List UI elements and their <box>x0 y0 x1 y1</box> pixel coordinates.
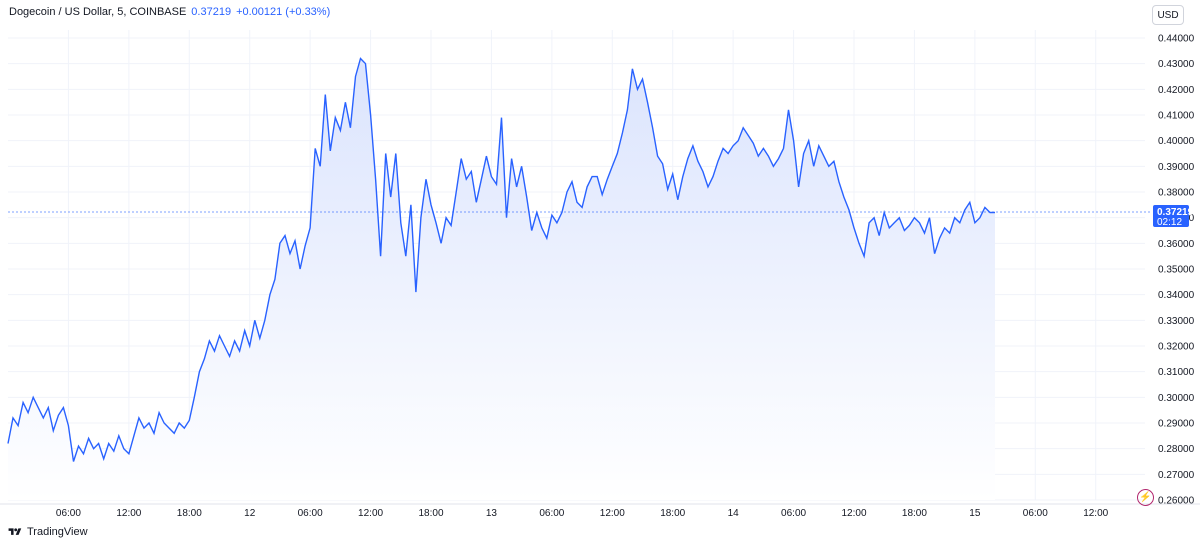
y-tick-label: 0.35000 <box>1158 265 1195 276</box>
y-tick-label: 0.32000 <box>1158 342 1195 353</box>
y-tick-label: 0.41000 <box>1158 111 1195 122</box>
y-tick-label: 0.39000 <box>1158 162 1195 173</box>
y-tick-label: 0.44000 <box>1158 34 1195 45</box>
last-price-label: 0.37219 <box>191 6 232 18</box>
footer: TradingView <box>8 526 88 538</box>
x-tick-label: 12:00 <box>600 508 625 519</box>
x-tick-label: 13 <box>486 508 498 519</box>
tradingview-logo-icon <box>8 528 22 535</box>
y-tick-label: 0.33000 <box>1158 316 1195 327</box>
y-tick-label: 0.28000 <box>1158 444 1195 455</box>
y-tick-label: 0.29000 <box>1158 419 1195 430</box>
x-tick-label: 14 <box>728 508 740 519</box>
symbol-label: Dogecoin / US Dollar, 5, COINBASE <box>9 6 187 18</box>
y-tick-label: 0.26000 <box>1158 496 1195 507</box>
y-tick-label: 0.27000 <box>1158 470 1195 481</box>
y-tick-label: 0.31000 <box>1158 367 1195 378</box>
brand-label: TradingView <box>27 526 88 538</box>
price-area <box>8 58 995 500</box>
x-tick-label: 12:00 <box>116 508 141 519</box>
y-tick-label: 0.43000 <box>1158 59 1195 70</box>
x-tick-label: 06:00 <box>539 508 564 519</box>
y-tick-label: 0.34000 <box>1158 290 1195 301</box>
price-tag: 0.37219 02:12 <box>1153 205 1194 228</box>
x-tick-label: 12:00 <box>1083 508 1108 519</box>
y-tick-label: 0.38000 <box>1158 188 1195 199</box>
x-tick-label: 18:00 <box>902 508 927 519</box>
x-tick-label: 06:00 <box>1023 508 1048 519</box>
y-tick-label: 0.30000 <box>1158 393 1195 404</box>
x-tick-label: 12:00 <box>358 508 383 519</box>
y-tick-label: 0.40000 <box>1158 136 1195 147</box>
y-tick-label: 0.42000 <box>1158 85 1195 96</box>
grid-lines <box>0 30 1200 505</box>
price-line <box>7 57 995 462</box>
y-axis: 0.44000 0.43000 0.42000 0.41000 0.40000 0.390… <box>1158 34 1195 507</box>
price-tag-box <box>1153 205 1189 228</box>
x-tick-label: 12:00 <box>841 508 866 519</box>
x-tick-label: 18:00 <box>660 508 685 519</box>
x-tick-label: 06:00 <box>298 508 323 519</box>
currency-button[interactable]: USD <box>1152 5 1184 25</box>
chart-legend: Dogecoin / US Dollar, 5, COINBASE 0.3721… <box>9 6 330 18</box>
x-tick-label: 06:00 <box>56 508 81 519</box>
x-tick-label: 18:00 <box>418 508 443 519</box>
x-tick-label: 12 <box>244 508 256 519</box>
x-axis: 06:00 12:00 18:00 12 06:00 12:00 18:00 13 06:00 1… <box>56 508 1109 519</box>
x-tick-label: 18:00 <box>177 508 202 519</box>
price-change-label: +0.00121 (+0.33%) <box>236 6 331 18</box>
y-tick-label: 0.37000 <box>1158 213 1195 224</box>
x-tick-label: 06:00 <box>781 508 806 519</box>
x-tick-label: 15 <box>969 508 981 519</box>
price-tag-price: 0.37219 <box>1157 207 1194 218</box>
y-tick-label: 0.36000 <box>1158 239 1195 250</box>
lightning-icon[interactable]: ⚡ <box>1137 489 1154 506</box>
price-tag-countdown: 02:12 <box>1157 217 1182 228</box>
